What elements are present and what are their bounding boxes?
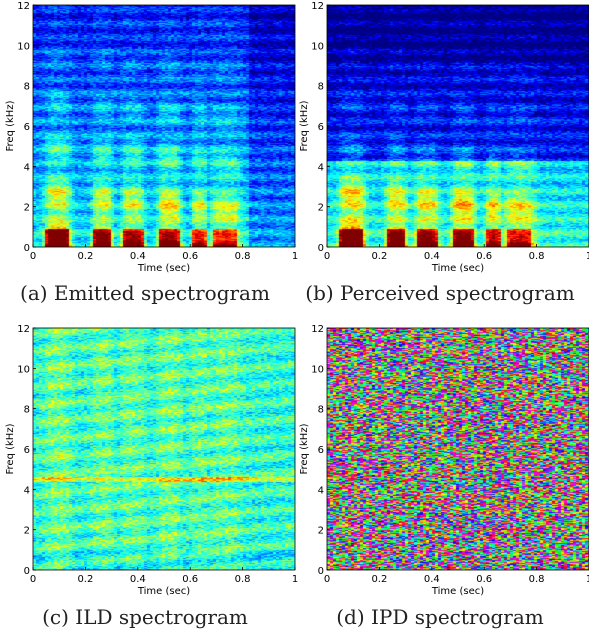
x-tick-label: 0.6 (182, 574, 198, 585)
y-tick-label: 12 (311, 1, 324, 12)
y-tick-label: 0 (318, 566, 324, 577)
x-axis-label: Time (sec) (431, 263, 484, 274)
y-tick-label: 2 (318, 203, 324, 214)
y-tick-label: 6 (318, 445, 324, 456)
x-tick-label: 0 (30, 574, 36, 585)
plot-frame (32, 4, 296, 248)
plot-frame (326, 327, 589, 571)
y-tick-label: 0 (24, 566, 30, 577)
x-tick-label: 0.8 (235, 574, 251, 585)
y-tick-label: 2 (318, 526, 324, 537)
y-tick-label: 12 (17, 1, 30, 12)
y-axis-label: Freq (kHz) (5, 423, 16, 474)
x-tick-label: 0.4 (130, 574, 146, 585)
plot-frame (32, 327, 296, 571)
spectrogram-panel-ild: 0 0.2 0.4 0.6 0.8 1 0 2 4 6 8 10 12 Time (sec) Freq (k… (0, 322, 298, 600)
heatmap-ild (33, 328, 295, 570)
y-tick-label: 4 (24, 162, 30, 173)
x-tick-label: 0.2 (371, 574, 387, 585)
x-tick-label: 0.8 (529, 574, 545, 585)
x-axis-label: Time (sec) (137, 263, 190, 274)
y-tick-label: 4 (318, 162, 324, 173)
y-axis-label: Freq (kHz) (299, 100, 310, 151)
x-tick-label: 0.6 (182, 251, 198, 262)
x-axis-label: Time (sec) (431, 586, 484, 597)
x-tick-label: 0.2 (77, 574, 93, 585)
x-tick-label: 1 (292, 574, 298, 585)
y-tick-label: 12 (311, 324, 324, 335)
y-tick-label: 10 (311, 364, 324, 375)
heatmap-ipd (327, 328, 589, 570)
x-tick-label: 0.8 (529, 251, 545, 262)
y-tick-label: 10 (311, 41, 324, 52)
y-tick-label: 12 (17, 324, 30, 335)
y-tick-label: 6 (24, 445, 30, 456)
x-tick-label: 1 (586, 574, 589, 585)
caption-perceived: (b) Perceived spectrogram (305, 281, 575, 305)
y-tick-label: 0 (24, 243, 30, 254)
x-tick-label: 0.6 (476, 574, 492, 585)
y-tick-label: 10 (17, 41, 30, 52)
y-tick-label: 8 (24, 405, 30, 416)
y-tick-label: 8 (318, 82, 324, 93)
plot-frame (326, 4, 589, 248)
y-tick-label: 8 (318, 405, 324, 416)
y-tick-label: 4 (318, 485, 324, 496)
y-tick-label: 6 (318, 122, 324, 133)
x-tick-label: 0.2 (371, 251, 387, 262)
heatmap-perceived (327, 5, 589, 247)
caption-ild: (c) ILD spectrogram (42, 605, 248, 629)
x-tick-label: 0 (324, 574, 330, 585)
x-tick-label: 0 (324, 251, 330, 262)
x-tick-label: 0.4 (130, 251, 146, 262)
x-tick-label: 0.2 (77, 251, 93, 262)
y-tick-label: 2 (24, 203, 30, 214)
y-axis-label: Freq (kHz) (5, 100, 16, 151)
spectrogram-panel-emitted: 0 0.2 0.4 0.6 0.8 1 0 2 4 6 8 10 12 Time (sec) Freq (k… (0, 0, 298, 278)
x-tick-label: 0 (30, 251, 36, 262)
caption-emitted: (a) Emitted spectrogram (20, 281, 270, 305)
x-tick-label: 0.8 (235, 251, 251, 262)
y-tick-label: 2 (24, 526, 30, 537)
y-tick-label: 6 (24, 122, 30, 133)
x-tick-label: 0.6 (476, 251, 492, 262)
y-tick-label: 0 (318, 243, 324, 254)
y-axis-label: Freq (kHz) (299, 423, 310, 474)
x-tick-label: 0.4 (424, 251, 440, 262)
x-tick-label: 1 (292, 251, 298, 262)
y-tick-label: 8 (24, 82, 30, 93)
heatmap-emitted (33, 5, 295, 247)
caption-ipd: (d) IPD spectrogram (336, 605, 544, 629)
x-tick-label: 0.4 (424, 574, 440, 585)
x-axis-label: Time (sec) (137, 586, 190, 597)
y-tick-label: 4 (24, 485, 30, 496)
x-tick-label: 1 (586, 251, 589, 262)
y-tick-label: 10 (17, 364, 30, 375)
